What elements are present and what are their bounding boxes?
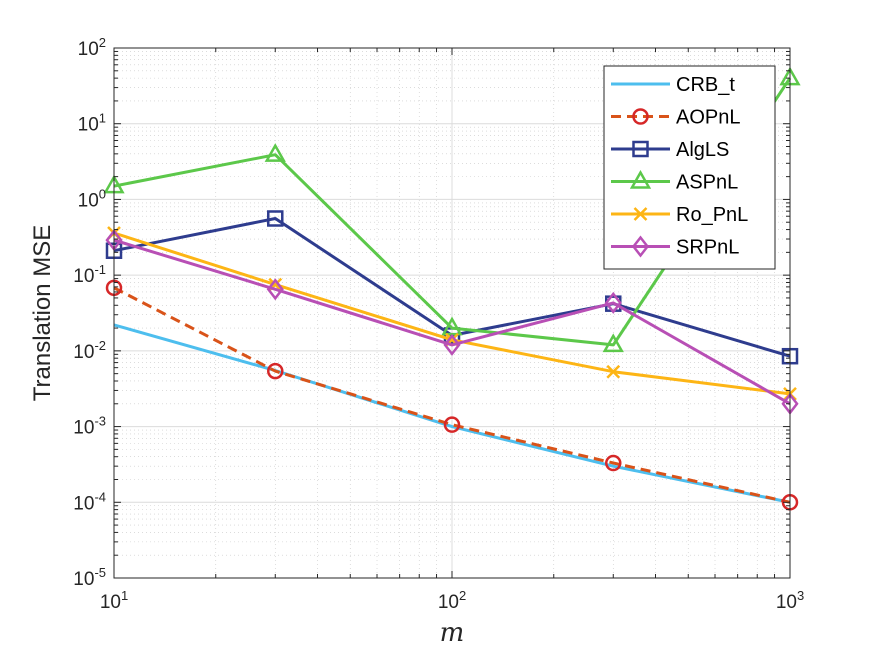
y-tick-label: 100 xyxy=(78,186,106,211)
legend-entry-srpnl: SRPnL xyxy=(611,235,739,259)
data-point-srpnl xyxy=(604,291,622,314)
legend-label-aopnl: AOPnL xyxy=(676,107,740,129)
data-point-algls xyxy=(267,210,284,227)
x-tick-labels: 101 102 103 xyxy=(100,588,804,613)
y-tick-label: 101 xyxy=(78,111,106,136)
legend-box xyxy=(603,65,776,270)
y-axis-label: Translation MSE xyxy=(29,225,56,402)
y-tick-label: 10-3 xyxy=(73,414,106,439)
data-point-srpnl xyxy=(266,278,284,301)
legend-entry-crb-t: CRB_t xyxy=(611,74,735,96)
legend-label-crb-t: CRB_t xyxy=(676,74,735,96)
y-tick-label: 10-1 xyxy=(73,262,106,287)
series-crb-t xyxy=(113,323,791,504)
y-tick-label: 10-4 xyxy=(73,489,106,514)
data-point-aspnl xyxy=(264,143,286,162)
legend-label-ro-pnl: Ro_PnL xyxy=(676,204,748,226)
legend-entry-aopnl: AOPnL xyxy=(611,107,740,129)
grid-layer xyxy=(114,48,790,578)
legend-label-srpnl: SRPnL xyxy=(676,237,739,259)
data-point-srpnl xyxy=(443,333,461,356)
x-tick-label: 101 xyxy=(100,588,128,613)
legend-marker-ro-pnl xyxy=(633,207,648,221)
legend-entry-aspnl: ASPnL xyxy=(611,169,738,194)
data-point-aspnl xyxy=(602,333,624,353)
x-axis-label: m xyxy=(440,618,465,648)
legend-marker-algls xyxy=(632,140,649,158)
data-point-ro-pnl xyxy=(606,364,621,379)
y-tick-label: 10-2 xyxy=(73,338,106,363)
legend-entry-algls: AlgLS xyxy=(611,139,729,161)
legend-label-algls: AlgLS xyxy=(676,139,729,161)
data-point-aopnl xyxy=(605,454,622,472)
y-tick-label: 102 xyxy=(78,35,106,60)
axis-ticks-layer xyxy=(113,47,791,579)
x-tick-label: 102 xyxy=(438,588,466,613)
series-line-aopnl xyxy=(113,286,791,504)
y-tick-labels: 10-5 10-4 10-3 10-2 10-1 100 101 102 xyxy=(73,35,106,590)
legend-entry-ro-pnl: Ro_PnL xyxy=(611,204,748,226)
series-line-crb-t xyxy=(113,323,791,504)
y-tick-label: 10-5 xyxy=(73,565,106,590)
legend-label-aspnl: ASPnL xyxy=(676,172,738,194)
series-line-srpnl xyxy=(113,238,791,406)
data-point-aopnl xyxy=(267,362,284,380)
data-point-aopnl xyxy=(443,416,461,433)
legend-marker-aspnl xyxy=(629,169,652,189)
legend-marker-aopnl xyxy=(632,108,649,125)
x-tick-label: 103 xyxy=(776,588,804,613)
legend: CRB_t AOPnL AlgLS ASPnL Ro_PnL SRPnL xyxy=(603,65,776,270)
legend-marker-srpnl xyxy=(631,235,650,258)
